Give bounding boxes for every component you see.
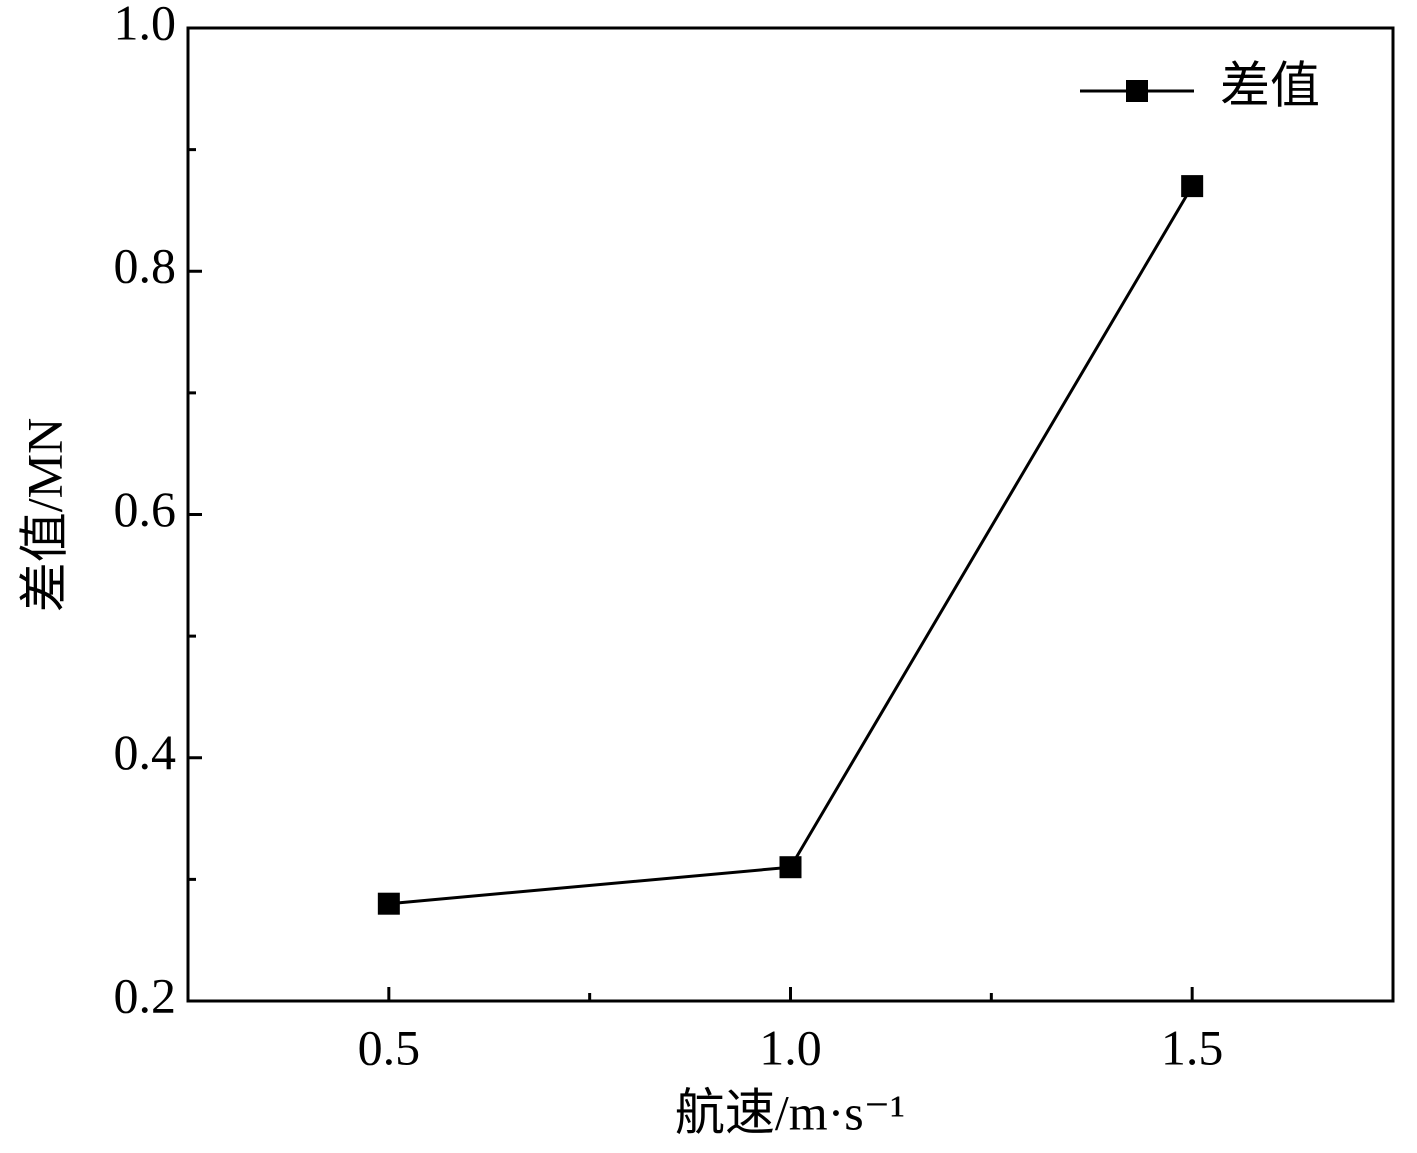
x-tick-label: 1.5	[1161, 1019, 1224, 1075]
series-line	[388, 185, 1194, 906]
legend-marker	[1126, 80, 1148, 102]
y-tick-label: 0.4	[114, 724, 177, 780]
x-tick-label: 1.0	[759, 1019, 822, 1075]
x-axis-label: 航速/m·s⁻¹	[675, 1084, 905, 1140]
y-tick-label: 1.0	[114, 0, 177, 50]
legend-label: 差值	[1220, 57, 1320, 113]
y-tick-label: 0.8	[114, 238, 177, 294]
y-tick-label: 0.6	[114, 481, 177, 537]
y-axis-label: 差值/MN	[16, 418, 72, 612]
data-point	[1181, 175, 1204, 198]
y-tick-label: 0.2	[114, 967, 177, 1023]
data-point	[779, 856, 802, 879]
data-point	[377, 892, 400, 915]
plot-frame	[186, 26, 1395, 1003]
x-tick-label: 0.5	[358, 1019, 421, 1075]
